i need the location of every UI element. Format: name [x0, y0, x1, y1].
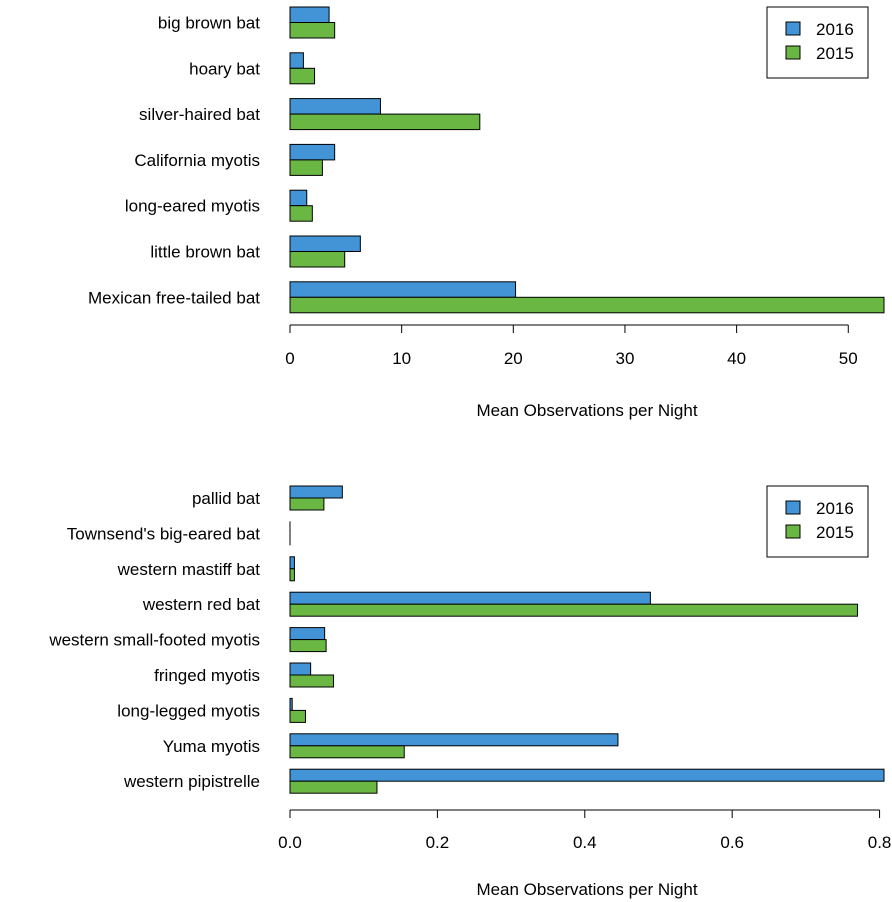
legend-swatch-2016 [785, 21, 801, 36]
bar-2016 [289, 98, 381, 115]
x-tick-label: 50 [839, 349, 858, 368]
x-tick-label: 10 [392, 349, 411, 368]
legend-box [766, 485, 869, 558]
bar-2016 [289, 662, 312, 676]
bar-2015 [289, 205, 313, 222]
bar-2016 [289, 768, 885, 782]
category-label: western red bat [142, 595, 260, 614]
bar-2016 [289, 235, 361, 252]
bar-2016 [289, 697, 293, 711]
bar-2016 [289, 143, 336, 161]
x-tick-label: 0.6 [720, 833, 744, 852]
category-label: long-legged myotis [117, 701, 260, 720]
legend-label: 2016 [816, 20, 854, 39]
chart-panel-1: big brown bat hoary bat silver-haired bat C… [88, 6, 885, 420]
category-label: silver-haired bat [139, 105, 260, 124]
legend-label: 2016 [816, 499, 854, 518]
bar-2015 [289, 67, 316, 85]
bar-2015 [289, 674, 334, 688]
legend-swatch-2015 [785, 524, 801, 539]
category-label: California myotis [134, 151, 260, 170]
bar-2015 [289, 113, 481, 131]
category-label: fringed myotis [154, 666, 260, 685]
category-label: little brown bat [150, 243, 260, 262]
x-tick-label: 0.0 [278, 833, 302, 852]
bar-2015 [289, 251, 346, 268]
category-label: western mastiff bat [117, 560, 261, 579]
bar-2016 [289, 556, 295, 570]
bar-2016 [289, 6, 330, 23]
category-label: long-eared myotis [125, 197, 260, 216]
category-label: Yuma myotis [163, 737, 260, 756]
category-label: big brown bat [158, 14, 260, 33]
bar-2015 [289, 22, 336, 39]
bar-2015 [289, 639, 327, 653]
category-label: western pipistrelle [123, 772, 260, 791]
category-label: pallid bat [192, 489, 260, 508]
bar-2015 [289, 497, 325, 511]
bar-2015 [289, 603, 858, 617]
bar-2016 [289, 591, 651, 605]
bar-2016 [289, 189, 308, 207]
x-tick-label: 0.2 [426, 833, 450, 852]
bar-2016 [289, 485, 343, 499]
x-tick-label: 20 [504, 349, 523, 368]
legend-label: 2015 [816, 523, 854, 542]
bar-2016 [289, 627, 326, 641]
category-label: hoary bat [189, 59, 260, 78]
bar-2015 [289, 568, 295, 582]
bar-2015 [289, 296, 885, 314]
bar-2015 [289, 159, 323, 176]
category-label: Mexican free-tailed bat [88, 288, 260, 307]
bar-2015 [289, 745, 405, 759]
bar-2015 [289, 709, 306, 723]
x-tick-label: 0.8 [868, 833, 892, 852]
bar-2015 [289, 780, 378, 794]
x-tick-label: 0 [285, 349, 294, 368]
category-label: Townsend's big-eared bat [67, 524, 260, 543]
x-tick-label: 30 [616, 349, 635, 368]
bar-2016 [289, 281, 517, 298]
legend: 2016 2015 [766, 6, 869, 79]
x-axis-title: Mean Observations per Night [476, 401, 697, 420]
chart-panel-2: pallid bat Townsend's big-eared bat wester… [48, 485, 892, 899]
category-label: western small-footed myotis [48, 631, 260, 650]
legend-swatch-2015 [785, 45, 801, 60]
legend-box [766, 6, 869, 79]
bar-2016 [289, 52, 304, 69]
legend: 2016 2015 [766, 485, 869, 558]
x-axis-title: Mean Observations per Night [476, 880, 697, 899]
x-tick-label: 0.4 [573, 833, 597, 852]
legend-label: 2015 [816, 44, 854, 63]
bar-2016 [289, 733, 619, 747]
x-tick-label: 40 [727, 349, 746, 368]
legend-swatch-2016 [785, 500, 801, 515]
